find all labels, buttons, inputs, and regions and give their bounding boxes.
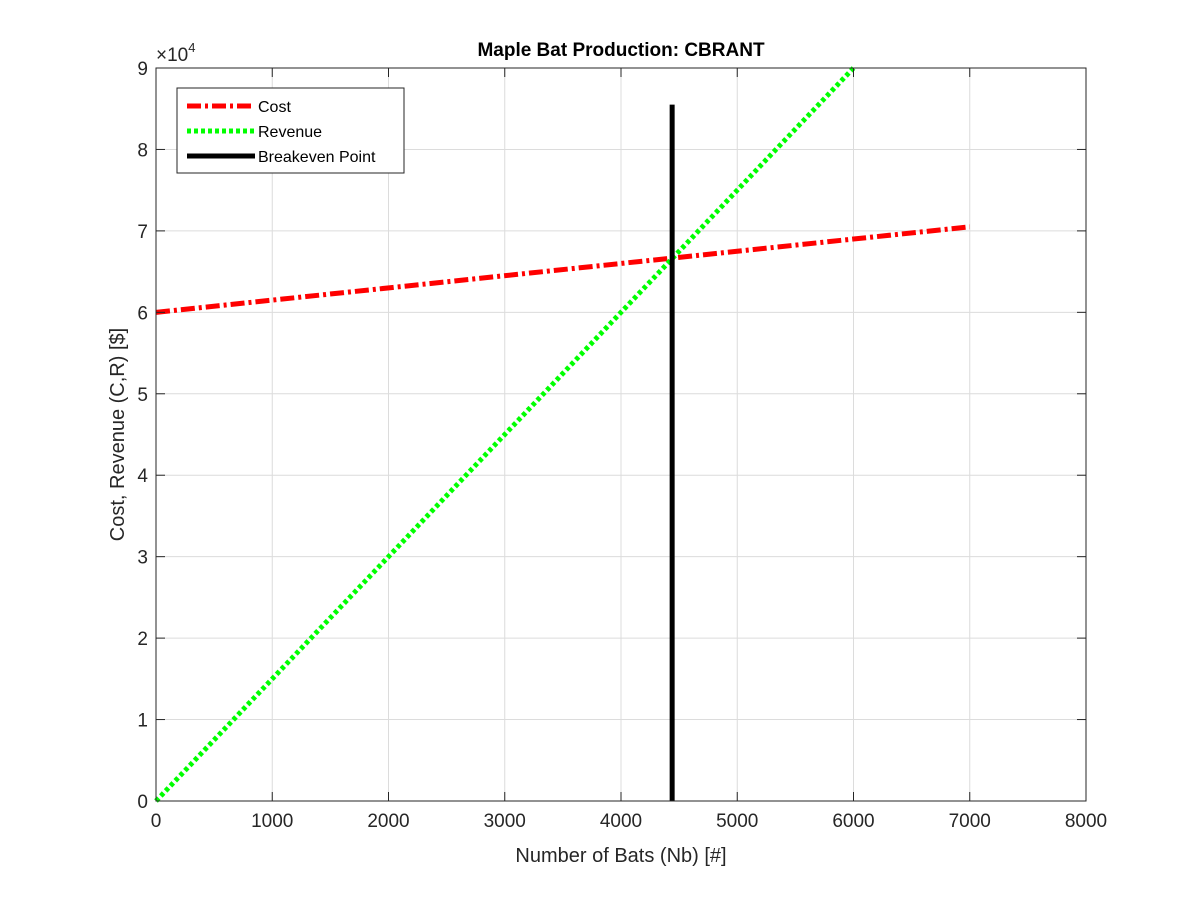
- y-tick-label: 4: [137, 466, 148, 487]
- y-tick-label: 2: [137, 629, 148, 650]
- x-tick-label: 0: [151, 811, 162, 832]
- legend-label-revenue: Revenue: [258, 124, 322, 141]
- x-tick-label: 6000: [832, 811, 874, 832]
- series-line-cost: [155, 224, 971, 315]
- legend-label-cost: Cost: [258, 99, 291, 116]
- series-line-revenue: [154, 66, 856, 803]
- y-tick-label: 8: [137, 140, 148, 161]
- x-tick-label: 1000: [251, 811, 293, 832]
- y-tick-label: 7: [137, 222, 148, 243]
- y-tick-label: 9: [137, 59, 148, 80]
- y-tick-label: 1: [137, 711, 148, 732]
- series-layer: [154, 66, 971, 803]
- y-tick-label: 3: [137, 548, 148, 569]
- y-multiplier-exponent: 4: [188, 40, 195, 55]
- y-tick-label: 6: [137, 303, 148, 324]
- x-axis-label: Number of Bats (Nb) [#]: [515, 845, 726, 867]
- legend: Cost Revenue Breakeven Point: [176, 87, 405, 174]
- legend-box: [176, 87, 405, 174]
- y-tick-label: 5: [137, 385, 148, 406]
- x-tick-label: 5000: [716, 811, 758, 832]
- x-tick-label: 2000: [367, 811, 409, 832]
- y-multiplier-base: ×10: [156, 45, 188, 66]
- x-tick-label: 3000: [484, 811, 526, 832]
- x-tick-label: 8000: [1065, 811, 1107, 832]
- x-tick-label: 4000: [600, 811, 642, 832]
- y-axis-label: Cost, Revenue (C,R) [$]: [107, 328, 129, 541]
- y-tick-label: 0: [137, 792, 148, 813]
- legend-label-breakeven: Breakeven Point: [258, 149, 376, 166]
- x-tick-label: 7000: [949, 811, 991, 832]
- y-axis-multiplier: ×104: [156, 40, 195, 66]
- chart-title: Maple Bat Production: CBRANT: [477, 40, 765, 61]
- axis-ticks: 0 1000 2000 3000 4000 5000 6000 7000 8000 0 1 2 3 4 5 6…: [137, 59, 1107, 832]
